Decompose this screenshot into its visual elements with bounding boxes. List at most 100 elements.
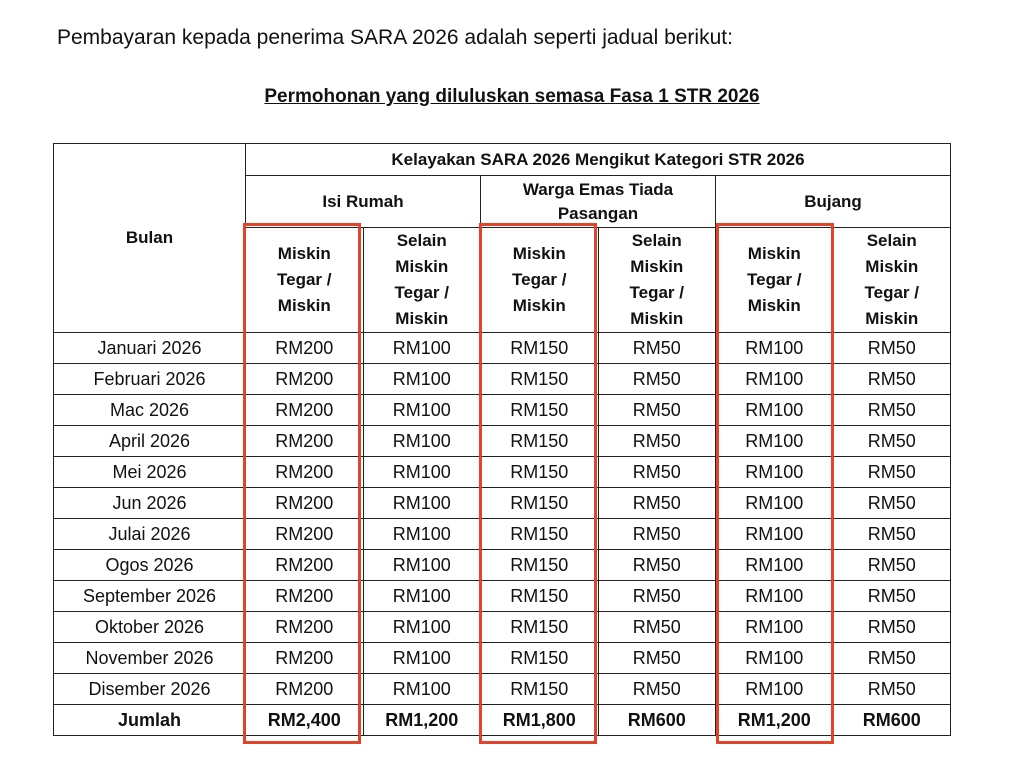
amount-cell-text: RM100 (392, 647, 451, 668)
amount-cell-text: RM50 (632, 678, 681, 699)
month-cell: November 2026 (53, 642, 246, 674)
amount-cell-text: RM50 (867, 368, 916, 389)
table-row: Jun 2026 RM200 RM100 RM150 RM50 RM100 RM50 (53, 487, 952, 519)
subtitle: Permohonan yang diluluskan semasa Fasa 1… (264, 86, 760, 107)
amount-cell: RM200 (245, 673, 364, 705)
amount-cell: RM50 (832, 456, 952, 488)
amount-cell-text: RM100 (392, 523, 451, 544)
category-header: Isi Rumah (245, 175, 481, 228)
amount-cell: RM50 (832, 518, 952, 550)
sub-header-text: Miskin Tegar / Miskin (747, 244, 802, 315)
month-cell: Januari 2026 (53, 332, 246, 364)
total-cell: RM600 (832, 704, 952, 736)
amount-cell-text: RM50 (632, 399, 681, 420)
amount-cell-text: RM200 (275, 616, 334, 637)
amount-cell: RM100 (715, 394, 834, 426)
amount-cell-text: RM200 (275, 678, 334, 699)
amount-cell-text: RM100 (745, 585, 804, 606)
amount-cell-text: RM200 (275, 647, 334, 668)
month-cell-text: Januari 2026 (97, 337, 202, 358)
amount-cell: RM150 (480, 549, 599, 581)
month-cell: Ogos 2026 (53, 549, 246, 581)
amount-cell-text: RM50 (632, 523, 681, 544)
amount-cell: RM100 (715, 611, 834, 643)
amount-cell-text: RM50 (632, 430, 681, 451)
total-label-text: Jumlah (117, 709, 182, 730)
month-cell-text: April 2026 (108, 430, 191, 451)
amount-cell-text: RM50 (867, 585, 916, 606)
amount-cell: RM50 (597, 580, 716, 612)
amount-cell: RM150 (480, 332, 599, 364)
amount-cell: RM50 (832, 487, 952, 519)
amount-cell: RM100 (715, 673, 834, 705)
total-cell-text: RM1,200 (385, 709, 459, 730)
amount-cell: RM50 (597, 487, 716, 519)
sub-header-text: Miskin Tegar / Miskin (512, 244, 567, 315)
amount-cell: RM50 (597, 425, 716, 457)
amount-cell: RM150 (480, 363, 599, 395)
amount-cell: RM50 (597, 332, 716, 364)
table-row: Februari 2026 RM200 RM100 RM150 RM50 RM100 RM5… (53, 363, 952, 395)
sub-header-text: Selain Miskin Tegar / Miskin (629, 231, 684, 328)
amount-cell-text: RM100 (745, 554, 804, 575)
amount-cell-text: RM50 (867, 647, 916, 668)
amount-cell-text: RM150 (510, 585, 569, 606)
total-cell-text: RM1,200 (737, 709, 811, 730)
amount-cell-text: RM100 (392, 337, 451, 358)
table-row: Julai 2026 RM200 RM100 RM150 RM50 RM100 RM50 (53, 518, 952, 550)
month-cell-text: September 2026 (82, 585, 217, 606)
amount-cell-text: RM100 (745, 368, 804, 389)
sub-header-text: Miskin Tegar / Miskin (277, 244, 332, 315)
amount-cell: RM100 (362, 673, 481, 705)
amount-cell-text: RM100 (392, 554, 451, 575)
amount-cell: RM100 (715, 580, 834, 612)
amount-cell: RM50 (832, 425, 952, 457)
amount-cell-text: RM200 (275, 492, 334, 513)
category-header-text: Isi Rumah (322, 191, 404, 211)
highlight-box (479, 223, 597, 744)
amount-cell-text: RM50 (632, 492, 681, 513)
amount-cell-text: RM150 (510, 461, 569, 482)
amount-cell: RM200 (245, 642, 364, 674)
amount-cell: RM200 (245, 332, 364, 364)
amount-cell-text: RM50 (867, 554, 916, 575)
amount-cell: RM100 (715, 518, 834, 550)
amount-cell-text: RM50 (632, 461, 681, 482)
amount-cell-text: RM50 (632, 368, 681, 389)
amount-cell: RM50 (597, 518, 716, 550)
amount-cell: RM50 (832, 363, 952, 395)
amount-cell-text: RM100 (745, 492, 804, 513)
amount-cell-text: RM200 (275, 399, 334, 420)
table-row: Disember 2026 RM200 RM100 RM150 RM50 RM100 RM5… (53, 673, 952, 705)
amount-cell-text: RM100 (392, 368, 451, 389)
amount-cell-text: RM100 (745, 461, 804, 482)
table-row: Ogos 2026 RM200 RM100 RM150 RM50 RM100 RM50 (53, 549, 952, 581)
amount-cell-text: RM100 (392, 492, 451, 513)
total-cell-text: RM1,800 (502, 709, 576, 730)
amount-cell: RM50 (832, 611, 952, 643)
amount-cell: RM200 (245, 363, 364, 395)
amount-cell: RM200 (245, 487, 364, 519)
amount-cell-text: RM150 (510, 678, 569, 699)
total-cell: RM2,400 (245, 704, 364, 736)
month-cell-text: Februari 2026 (93, 368, 206, 389)
month-cell-text: Oktober 2026 (94, 616, 205, 637)
amount-cell: RM100 (362, 394, 481, 426)
table-row: April 2026 RM200 RM100 RM150 RM50 RM100 RM50 (53, 425, 952, 457)
table-row: Oktober 2026 RM200 RM100 RM150 RM50 RM100 RM50 (53, 611, 952, 643)
amount-cell: RM100 (362, 518, 481, 550)
month-cell-text: Mei 2026 (112, 461, 187, 482)
month-cell: Jun 2026 (53, 487, 246, 519)
amount-cell-text: RM150 (510, 337, 569, 358)
amount-cell: RM50 (832, 580, 952, 612)
amount-cell-text: RM200 (275, 461, 334, 482)
amount-cell-text: RM100 (745, 430, 804, 451)
amount-cell: RM200 (245, 456, 364, 488)
group-header: Kelayakan SARA 2026 Mengikut Kategori ST… (244, 143, 952, 176)
amount-cell-text: RM100 (392, 399, 451, 420)
amount-cell-text: RM150 (510, 523, 569, 544)
table-row: November 2026 RM200 RM100 RM150 RM50 RM100 RM5… (53, 642, 952, 674)
month-cell: April 2026 (53, 425, 246, 457)
amount-cell: RM100 (362, 425, 481, 457)
total-cell-text: RM2,400 (267, 709, 341, 730)
